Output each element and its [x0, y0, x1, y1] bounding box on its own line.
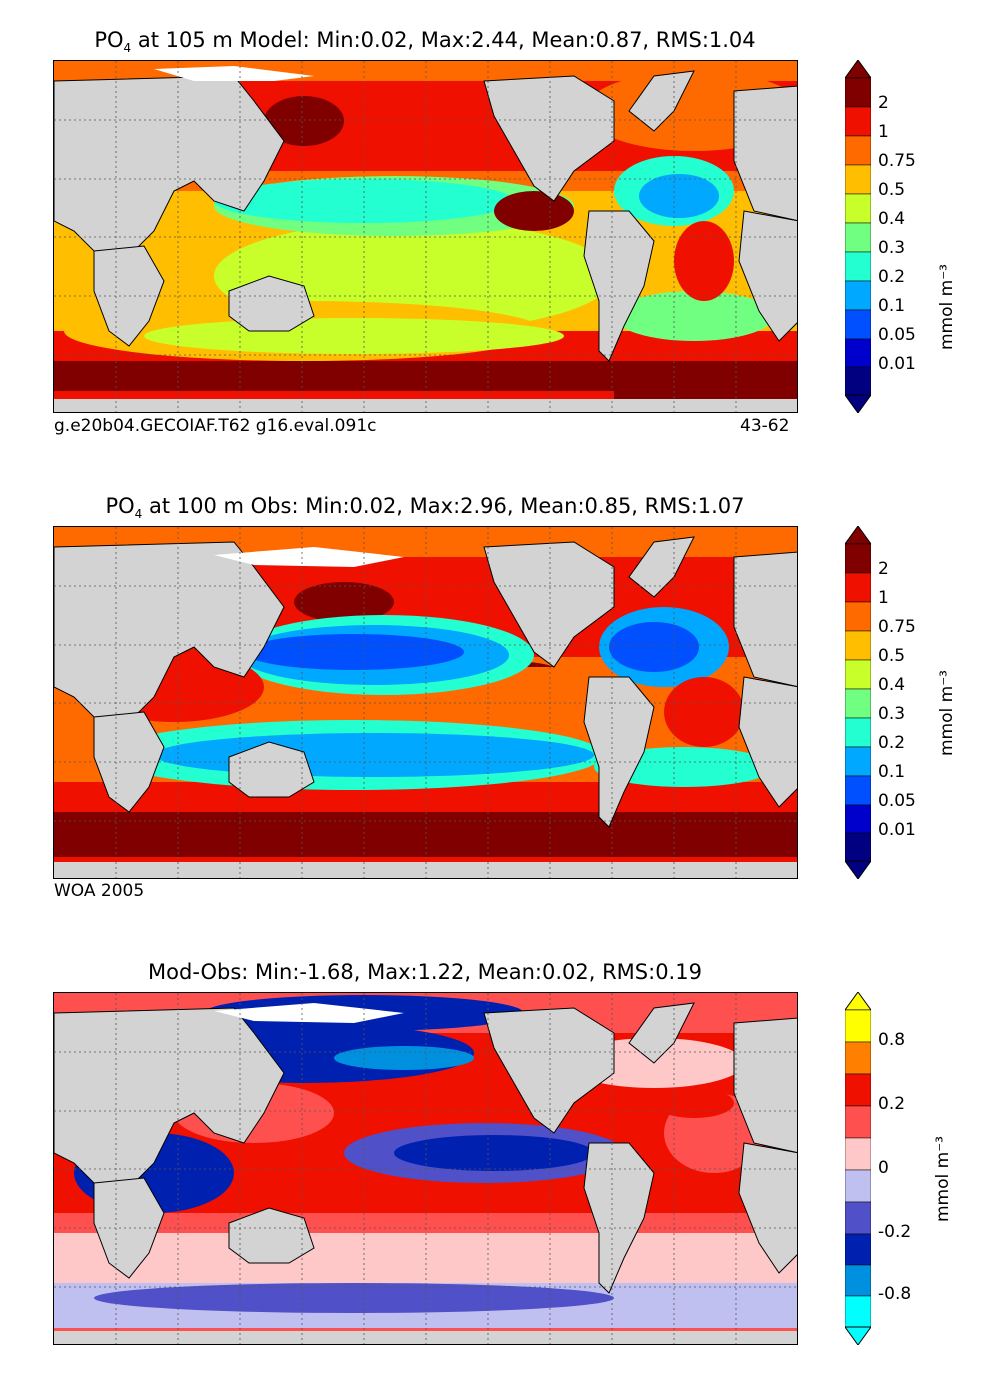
panel-3-title: Mod-Obs: Min:-1.68, Max:1.22, Mean:0.02,… — [148, 960, 702, 984]
cbar1-tick: 0.75 — [878, 151, 916, 171]
panel-1-years: 43-62 — [740, 416, 790, 436]
cbar1-tick: 0.05 — [878, 325, 916, 345]
cbar2-tick: 0.4 — [878, 675, 906, 695]
panel-1-case-name: g.e20b04.GECOIAF.T62 g16.eval.091c — [54, 416, 377, 436]
cbar2-tick: 1 — [878, 588, 889, 608]
cbar3-unit: mmol m⁻³ — [933, 1136, 953, 1222]
cbar1-tick: 0.1 — [878, 296, 906, 316]
panel-2-title: PO4 at 100 m Obs: Min:0.02, Max:2.96, Me… — [105, 494, 745, 522]
cbar1-tick: 2 — [878, 93, 889, 113]
cbar2-tick: 0.5 — [878, 646, 906, 666]
cbar2-unit: mmol m⁻³ — [937, 670, 957, 756]
cbar1-tick: 0.2 — [878, 267, 906, 287]
cbar1-unit: mmol m⁻³ — [937, 264, 957, 350]
cbar2-tick: 0.75 — [878, 617, 916, 637]
panel-2-map — [53, 526, 798, 879]
cbar2-tick: 0.01 — [878, 820, 916, 840]
cbar1-tick: 1 — [878, 122, 889, 142]
cbar2-tick: 0.05 — [878, 791, 916, 811]
cbar2-tick: 0.2 — [878, 733, 906, 753]
cbar3-tick: -0.2 — [878, 1222, 912, 1242]
cbar1-tick: 0.5 — [878, 180, 906, 200]
cbar2-tick: 0.3 — [878, 704, 906, 724]
panel-3-map — [53, 992, 798, 1345]
panel-1-colorbar: 2 1 0.75 0.5 0.4 0.3 0.2 0.1 0.05 0.01 m… — [844, 59, 957, 414]
cbar2-tick: 0.1 — [878, 762, 906, 782]
cbar1-tick: 0.4 — [878, 209, 906, 229]
panel-3-colorbar: 0.8 0.2 0 -0.2 -0.8 mmol m⁻³ — [844, 991, 953, 1346]
panel-1-map — [53, 60, 798, 413]
cbar3-tick: 0.8 — [878, 1030, 906, 1050]
cbar1-tick: 0.01 — [878, 354, 916, 374]
panel-1-title: PO4 at 105 m Model: Min:0.02, Max:2.44, … — [94, 28, 756, 56]
cbar3-tick: -0.8 — [878, 1284, 912, 1304]
panel-2-colorbar: 2 1 0.75 0.5 0.4 0.3 0.2 0.1 0.05 0.01 m… — [844, 525, 957, 880]
cbar1-tick: 0.3 — [878, 238, 906, 258]
cbar3-tick: 0 — [878, 1158, 889, 1178]
cbar2-tick: 2 — [878, 559, 889, 579]
panel-2-source: WOA 2005 — [54, 881, 145, 901]
cbar3-tick: 0.2 — [878, 1094, 906, 1114]
